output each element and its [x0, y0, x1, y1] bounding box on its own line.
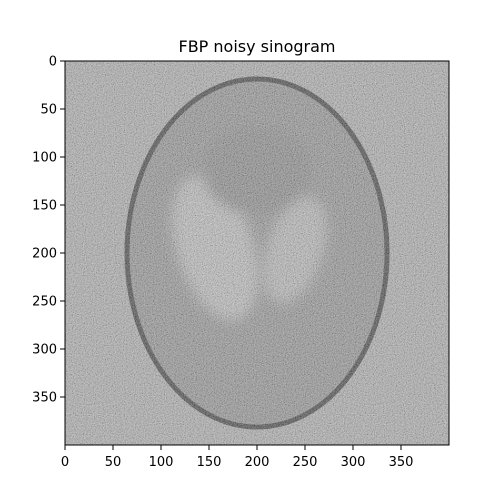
x-axis: 0 50 100 150 200 250 300 350 — [61, 445, 414, 470]
y-tick-label: 250 — [32, 295, 57, 310]
phantom-image — [65, 61, 449, 445]
y-tick-label: 350 — [32, 391, 57, 406]
x-tick-label: 0 — [61, 455, 69, 470]
y-axis: 0 50 100 150 200 250 300 350 — [32, 55, 65, 406]
x-tick-label: 200 — [245, 455, 270, 470]
y-tick-label: 300 — [32, 343, 57, 358]
y-tick-label: 100 — [32, 151, 57, 166]
y-tick-label: 150 — [32, 199, 57, 214]
figure-title: FBP noisy sinogram — [178, 37, 335, 56]
x-tick-label: 300 — [341, 455, 366, 470]
y-tick-label: 0 — [49, 55, 57, 70]
x-tick-label: 250 — [293, 455, 318, 470]
x-tick-label: 350 — [389, 455, 414, 470]
noise-overlay — [65, 61, 449, 445]
x-tick-label: 150 — [197, 455, 222, 470]
x-tick-label: 100 — [149, 455, 174, 470]
y-tick-label: 200 — [32, 247, 57, 262]
x-tick-label: 50 — [105, 455, 122, 470]
y-tick-label: 50 — [40, 103, 57, 118]
